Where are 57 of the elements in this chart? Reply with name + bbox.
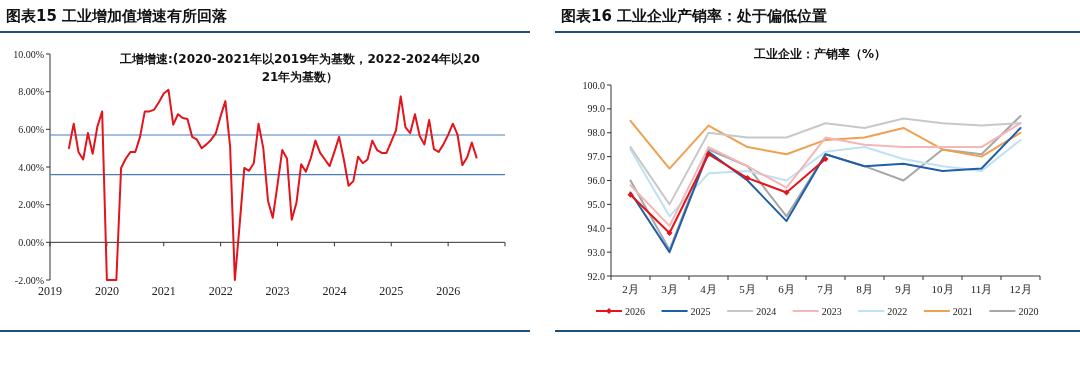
x-tick-label: 2024 bbox=[322, 284, 347, 298]
legend-label: 2026 bbox=[625, 306, 645, 317]
point bbox=[744, 175, 751, 182]
x-tick-label: 8月 bbox=[856, 283, 873, 295]
x-tick-label: 2020 bbox=[94, 284, 119, 298]
x-tick-label: 4月 bbox=[700, 283, 717, 295]
legend-label: 2021 bbox=[952, 306, 973, 317]
y-tick-label: 95.0 bbox=[587, 198, 605, 210]
legend-label: 2022 bbox=[887, 306, 908, 317]
point bbox=[783, 189, 790, 196]
y-tick-label: 94.0 bbox=[587, 222, 605, 234]
x-tick-label: 9月 bbox=[895, 283, 912, 295]
legend-label: 2024 bbox=[756, 306, 777, 317]
chart-subtitle: 工业企业：产销率（%） bbox=[752, 47, 887, 61]
y-tick-label: -2.00% bbox=[14, 274, 44, 286]
line-series bbox=[629, 138, 1022, 218]
point bbox=[822, 156, 829, 163]
point bbox=[666, 230, 673, 237]
x-tick-label: 10月 bbox=[931, 283, 954, 295]
y-tick-label: 92.0 bbox=[587, 270, 605, 282]
x-tick-label: 2021 bbox=[151, 284, 176, 298]
x-tick-label: 5月 bbox=[739, 283, 756, 295]
x-tick-label: 2026 bbox=[436, 284, 461, 298]
point bbox=[627, 191, 634, 198]
x-tick-label: 12月 bbox=[1009, 283, 1032, 295]
chart-title: 图表16 工业企业产销率：处于偏低位置 bbox=[561, 7, 828, 25]
legend-label: 2023 bbox=[821, 306, 842, 317]
y-tick-label: 0.00% bbox=[18, 236, 44, 248]
x-tick-label: 7月 bbox=[817, 283, 834, 295]
line-series bbox=[67, 88, 478, 281]
y-tick-label: 2.00% bbox=[18, 199, 44, 211]
y-tick-label: 96.0 bbox=[587, 175, 605, 186]
x-tick-label: 2022 bbox=[208, 284, 233, 298]
x-tick-label: 3月 bbox=[661, 283, 678, 295]
y-tick-label: 93.0 bbox=[587, 246, 605, 258]
legend-label: 2025 bbox=[690, 306, 711, 317]
x-tick-label: 2月 bbox=[622, 283, 639, 295]
x-tick-label: 2025 bbox=[379, 284, 404, 298]
legend-label: 2020 bbox=[1018, 306, 1039, 317]
y-tick-label: 4.00% bbox=[18, 161, 44, 173]
x-tick-label: 2019 bbox=[38, 284, 62, 298]
line-series bbox=[629, 117, 1022, 206]
y-tick-label: 6.00% bbox=[18, 123, 44, 135]
y-tick-label: 97.0 bbox=[587, 151, 605, 163]
x-tick-label: 2023 bbox=[265, 284, 290, 298]
y-tick-label: 99.0 bbox=[587, 103, 605, 115]
x-tick-label: 11月 bbox=[970, 283, 993, 295]
point bbox=[705, 151, 712, 158]
x-tick-label: 6月 bbox=[778, 283, 795, 295]
line-series bbox=[629, 122, 1022, 227]
y-tick-label: 10.00% bbox=[13, 48, 44, 60]
line-series bbox=[629, 119, 1022, 170]
chart-title: 图表15 工业增加值增速有所回落 bbox=[6, 7, 229, 25]
text: 工增增速:(2020-2021年以2019年为基数，2022-2024年以2021年为基数） bbox=[119, 52, 480, 84]
y-tick-label: 98.0 bbox=[587, 127, 605, 139]
y-tick-label: 100.0 bbox=[582, 79, 605, 91]
y-tick-label: 8.00% bbox=[18, 86, 44, 98]
